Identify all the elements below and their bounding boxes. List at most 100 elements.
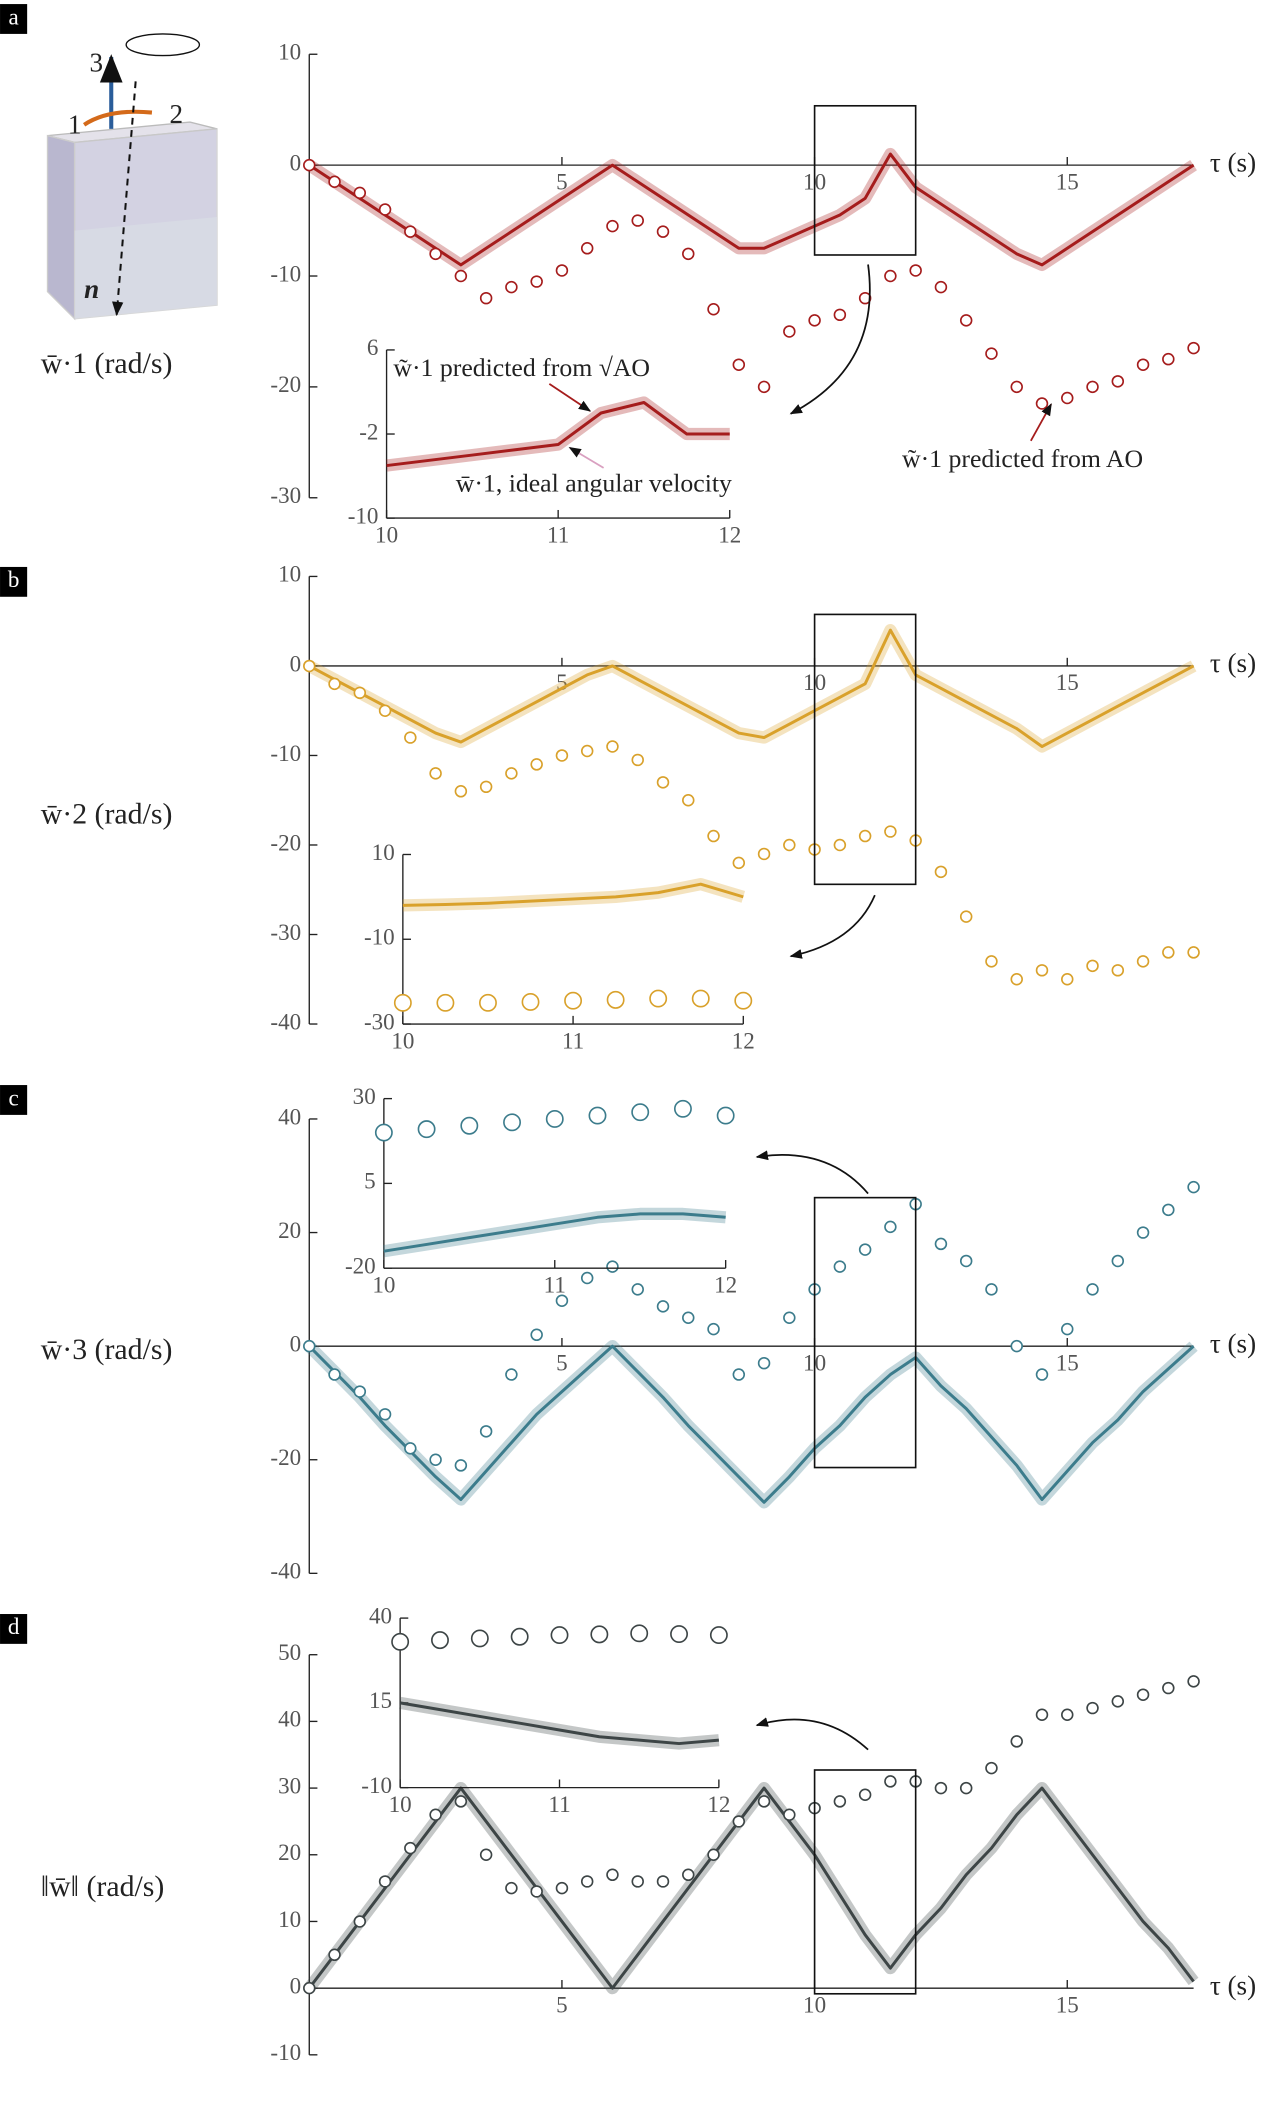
data-point	[378, 1408, 392, 1421]
annotation-arrow	[1030, 403, 1052, 442]
data-point	[1035, 964, 1049, 977]
data-point	[555, 1881, 569, 1895]
data-point	[479, 1848, 493, 1862]
data-point	[429, 1453, 442, 1466]
data-point	[1010, 380, 1023, 394]
data-point	[303, 1981, 316, 1995]
zoom-arrow	[755, 1717, 869, 1751]
y-tick-label: 0	[290, 1330, 302, 1356]
data-point	[479, 993, 497, 1012]
data-point	[656, 776, 670, 789]
data-point	[707, 303, 720, 316]
data-point	[707, 829, 720, 843]
x-tick-label: 11	[562, 1027, 584, 1053]
data-point	[1136, 1226, 1150, 1239]
uncertainty-band	[399, 1696, 720, 1750]
x-tick-label: 11	[548, 1791, 570, 1817]
data-point	[959, 1254, 973, 1268]
x-tick-label: 15	[1056, 1991, 1079, 2017]
data-point	[353, 186, 367, 200]
x-tick-label: 5	[556, 168, 568, 194]
data-point	[431, 1631, 449, 1650]
x-tick-label: 10	[803, 1991, 826, 2017]
y-tick-label: -10	[364, 924, 395, 950]
data-point	[303, 1339, 316, 1353]
x-tick-label: 11	[547, 521, 569, 547]
x-tick-label: 12	[718, 521, 741, 547]
data-point	[656, 225, 670, 238]
data-point	[328, 677, 341, 691]
data-point	[479, 1425, 493, 1438]
cube-diagram	[46, 33, 218, 321]
panel-tag: c	[8, 1084, 18, 1110]
data-point	[404, 731, 417, 744]
data-point	[606, 990, 625, 1009]
line	[308, 1344, 1195, 1504]
data-point	[808, 314, 821, 327]
line	[308, 628, 1195, 749]
data-point	[783, 325, 796, 338]
data-point	[783, 1311, 796, 1324]
data-point	[631, 214, 644, 227]
data-point	[934, 1781, 948, 1795]
line	[308, 1786, 1195, 1990]
data-point	[732, 358, 746, 371]
uncertainty-band	[382, 1207, 727, 1258]
data-point	[707, 1322, 720, 1336]
y-tick-label: 0	[290, 1972, 302, 1998]
data-point	[454, 785, 468, 798]
y-tick-label: 6	[367, 334, 379, 360]
data-point	[606, 1868, 619, 1882]
data-point	[833, 1795, 847, 1808]
data-point	[858, 829, 872, 843]
y-tick-label: -30	[270, 482, 301, 508]
y-tick-label: 10	[278, 561, 301, 587]
y-tick-label: -2	[359, 418, 378, 444]
line	[383, 1212, 726, 1253]
data-point	[959, 1781, 973, 1795]
data-point	[682, 793, 695, 807]
data-point	[503, 1113, 521, 1132]
data-point	[985, 955, 998, 968]
data-point	[510, 1627, 529, 1646]
diagram-label: 3	[90, 47, 104, 77]
panel-tag: a	[8, 3, 18, 29]
data-point	[393, 993, 412, 1012]
y-tick-label: -40	[270, 1558, 301, 1584]
panel-tag: b	[8, 566, 20, 592]
data-point	[783, 1808, 796, 1821]
data-point	[884, 825, 897, 838]
annotation-arrow	[568, 446, 605, 469]
data-point	[1111, 375, 1125, 388]
y-tick-label: -20	[270, 1444, 301, 1470]
data-point	[606, 219, 619, 233]
data-point	[580, 242, 594, 255]
data-point	[454, 269, 468, 283]
line	[386, 400, 730, 468]
data-point	[555, 1294, 569, 1307]
diagram-label: 1	[68, 110, 82, 140]
data-point	[1187, 1180, 1200, 1194]
y-tick-label: 15	[369, 1687, 392, 1713]
data-point	[682, 1311, 695, 1324]
data-point	[934, 280, 948, 294]
y-tick-label: 10	[372, 839, 395, 865]
data-point	[884, 1775, 897, 1788]
data-point	[630, 1624, 649, 1643]
y-tick-label: 10	[278, 39, 301, 65]
y-tick-label: 5	[364, 1168, 376, 1194]
y-axis-label: w̄·1 (rad/s)	[41, 347, 173, 380]
data-point	[1136, 1688, 1150, 1701]
x-tick-label: 12	[732, 1027, 755, 1053]
data-point	[682, 247, 695, 261]
data-point	[454, 1459, 468, 1472]
x-tick-label: 10	[372, 1271, 395, 1297]
panel-tag: d	[8, 1613, 20, 1639]
zoom-box	[813, 1769, 917, 1995]
data-point	[606, 740, 619, 753]
data-point	[1136, 955, 1150, 968]
y-tick-label: 20	[278, 1839, 301, 1865]
data-point	[1086, 959, 1099, 973]
zoom-box	[813, 613, 917, 886]
data-point	[1136, 358, 1150, 371]
